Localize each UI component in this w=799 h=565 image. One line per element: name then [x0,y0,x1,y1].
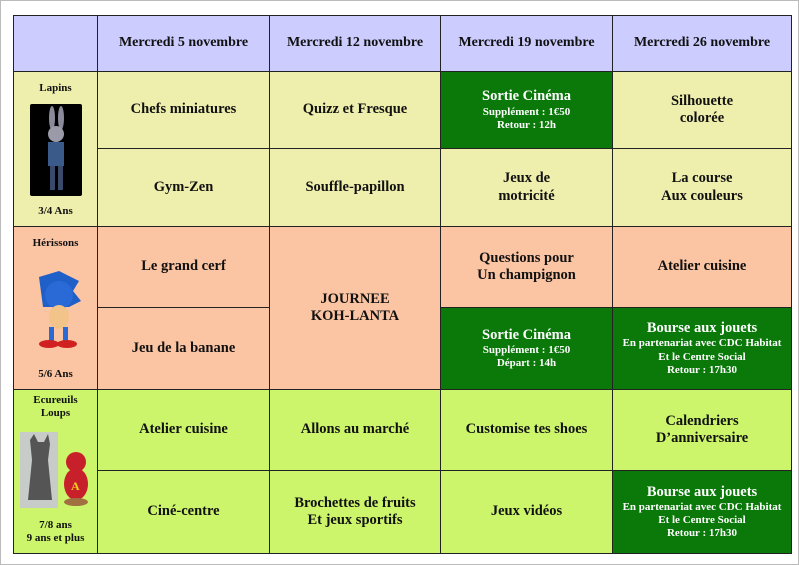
group-herissons: Hérissons 5/6 Ans [13,226,98,390]
activity-cell: Quizz et Fresque [269,71,441,149]
activity-cell: Brochettes de fruits Et jeux sportifs [269,470,441,554]
activity-cell: Chefs miniatures [97,71,270,149]
header-day-1: Mercredi 5 novembre [97,15,270,72]
activity-line: colorée [679,110,725,126]
outing-detail: Départ : 14h [496,357,557,370]
corner-cell [13,15,98,72]
activity-cell: La course Aux couleurs [612,148,792,227]
group-age: 3/4 Ans [38,204,73,217]
activity-line: motricité [498,187,555,204]
activity-line: Questions pour [479,249,574,266]
outing-title: Bourse aux jouets [646,483,758,500]
outing-detail: Retour : 17h30 [666,527,738,540]
outing-detail: Supplément : 1€50 [482,105,571,118]
outing-detail: Supplément : 1€50 [482,344,571,356]
outing-cell: Sortie Cinéma Supplément : 1€50 Retour :… [440,71,613,149]
svg-text:A: A [71,479,80,493]
activity-cell: Le grand cerf [97,226,270,308]
activity-cell: Customise tes shoes [440,389,613,471]
activity-line: Silhouette [670,92,734,109]
outing-title: Sortie Cinéma [482,326,571,343]
activity-line: D’anniversaire [655,430,749,446]
group-age-2: 9 ans et plus [26,531,85,544]
rabbit-character-image [29,104,82,196]
hedgehog-character-image [38,271,81,348]
outing-cell: Sortie Cinéma Supplément : 1€50 Départ :… [440,307,613,390]
outing-title: Sortie Cinéma [482,88,571,105]
outing-detail: En partenariat avec CDC Habitat [622,500,782,513]
group-age-block: 7/8 ans 9 ans et plus [27,519,85,545]
activity-cell: Atelier cuisine [612,226,792,308]
outing-detail: Et le Centre Social [658,350,746,363]
header-day-2: Mercredi 12 novembre [269,15,441,72]
activity-line: Jeux de [502,170,551,187]
activity-line: La course [671,170,733,187]
header-day-4: Mercredi 26 novembre [612,15,792,72]
outing-detail: Retour : 17h30 [666,363,738,376]
header-day-3: Mercredi 19 novembre [440,15,613,72]
group-age: 7/8 ans [39,518,72,531]
activity-line: Un champignon [477,267,576,283]
activity-cell: Calendriers D’anniversaire [612,389,792,471]
activity-line: Aux couleurs [661,187,743,204]
activity-line: Calendriers [665,412,739,429]
outing-cell: Bourse aux jouets En partenariat avec CD… [612,470,792,554]
activity-cell-full-day: JOURNEE KOH-LANTA [269,226,441,390]
group-age: 5/6 Ans [38,367,73,380]
activity-cell: Souffle-papillon [269,148,441,227]
outing-cell: Bourse aux jouets En partenariat avec CD… [612,307,792,390]
outing-detail: En partenariat avec CDC Habitat [622,337,782,350]
activity-cell: Jeux vidéos [440,470,613,554]
activity-cell: Gym-Zen [97,148,270,227]
activity-line: KOH-LANTA [310,308,400,324]
group-name: Lapins [39,82,72,94]
group-lapins: Lapins 3/4 Ans [13,71,98,227]
activity-cell: Silhouette colorée [612,71,792,149]
activity-line: JOURNEE [320,290,390,307]
activity-cell: Jeu de la banane [97,307,270,390]
activity-cell: Jeux de motricité [440,148,613,227]
group-name: Hérissons [32,237,79,249]
activity-line: Et jeux sportifs [307,512,403,528]
outing-detail: Et le Centre Social [658,514,746,527]
group-name: Ecureuils Loups [33,394,78,420]
activity-cell: Ciné-centre [97,470,270,554]
outing-detail: Retour : 12h [496,118,557,131]
outing-title: Bourse aux jouets [646,320,758,337]
activity-cell: Questions pour Un champignon [440,226,613,308]
wolf-and-chipmunk-image: A [19,431,88,508]
group-ecureuils-loups: Ecureuils Loups A 7/8 ans 9 ans et plus [13,389,98,554]
activity-cell: Allons au marché [269,389,441,471]
activity-cell: Atelier cuisine [97,389,270,471]
activity-line: Brochettes de fruits [294,494,416,511]
